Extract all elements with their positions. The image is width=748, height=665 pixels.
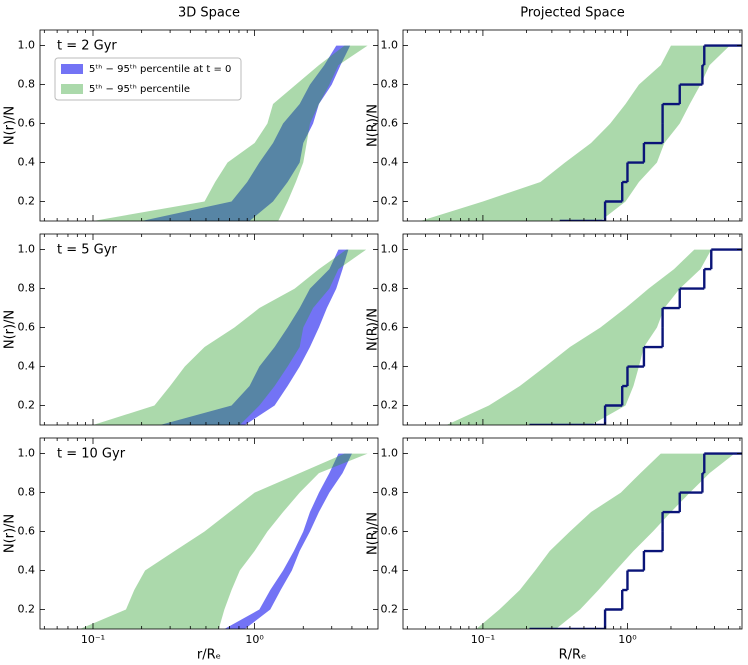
y-tick-label: 0.2 bbox=[381, 399, 399, 412]
annotation: t = 10 Gyr bbox=[57, 447, 126, 462]
plot-area bbox=[92, 45, 368, 221]
x-axis-label: r/Rₑ bbox=[197, 648, 221, 663]
x-tick-label: 10⁻¹ bbox=[471, 633, 495, 646]
y-axis-label: N(R)/N bbox=[366, 104, 381, 147]
y-tick-label: 0.4 bbox=[381, 156, 399, 169]
y-tick-label: 0.4 bbox=[381, 564, 399, 577]
y-tick-label: 0.4 bbox=[18, 156, 36, 169]
axes-frame bbox=[402, 233, 743, 426]
percentile-band bbox=[79, 453, 368, 629]
legend-swatch bbox=[61, 64, 83, 74]
plot-area bbox=[420, 44, 742, 221]
y-axis-label: N(R)/N bbox=[366, 512, 381, 555]
percentile-band bbox=[92, 45, 368, 221]
y-tick-label: 1.0 bbox=[18, 447, 36, 460]
y-tick-label: 0.4 bbox=[18, 564, 36, 577]
legend-swatch bbox=[61, 84, 83, 94]
y-tick-label: 1.0 bbox=[381, 447, 399, 460]
legend-box bbox=[54, 57, 242, 101]
y-tick-label: 1.0 bbox=[18, 243, 36, 256]
y-tick-label: 0.6 bbox=[18, 321, 36, 334]
percentile-band bbox=[92, 249, 367, 425]
x-tick-label: 10⁻¹ bbox=[81, 633, 105, 646]
percentile-band bbox=[141, 45, 351, 221]
y-tick-label: 1.0 bbox=[381, 243, 399, 256]
percentile-band bbox=[446, 249, 712, 425]
legend-label: 5ᵗʰ − 95ᵗʰ percentile at t = 0 bbox=[89, 64, 231, 75]
y-tick-label: 0.8 bbox=[381, 282, 399, 295]
x-tick-label: 10⁰ bbox=[245, 633, 264, 646]
y-tick-label: 0.6 bbox=[381, 321, 399, 334]
column-title: 3D Space bbox=[178, 6, 240, 21]
plot-area bbox=[476, 452, 742, 629]
x-tick-label: 10⁰ bbox=[618, 633, 637, 646]
x-axis-label: R/Rₑ bbox=[559, 648, 587, 663]
y-tick-label: 0.6 bbox=[18, 117, 36, 130]
axes-frame bbox=[39, 29, 379, 222]
y-tick-label: 1.0 bbox=[18, 39, 36, 52]
y-tick-label: 0.6 bbox=[18, 525, 36, 538]
axes-frame bbox=[39, 437, 379, 630]
y-tick-label: 1.0 bbox=[381, 39, 399, 52]
y-tick-label: 0.8 bbox=[18, 282, 36, 295]
y-tick-label: 0.8 bbox=[18, 486, 36, 499]
y-tick-label: 0.8 bbox=[381, 486, 399, 499]
plot-area bbox=[79, 453, 368, 629]
column-title: Projected Space bbox=[520, 6, 624, 21]
y-tick-label: 0.4 bbox=[381, 360, 399, 373]
percentile-band bbox=[476, 453, 735, 629]
plot-area bbox=[446, 248, 742, 425]
y-axis-label: N(r)/N bbox=[3, 106, 18, 145]
y-tick-label: 0.8 bbox=[381, 78, 399, 91]
y-tick-label: 0.2 bbox=[381, 195, 399, 208]
y-tick-label: 0.2 bbox=[18, 603, 36, 616]
y-tick-label: 0.2 bbox=[18, 195, 36, 208]
y-tick-label: 0.4 bbox=[18, 360, 36, 373]
percentile-band bbox=[420, 45, 730, 221]
plot-area bbox=[92, 249, 367, 425]
y-tick-label: 0.6 bbox=[381, 525, 399, 538]
y-tick-label: 0.8 bbox=[18, 78, 36, 91]
percentile-band bbox=[224, 453, 352, 629]
y-axis-label: N(r)/N bbox=[3, 310, 18, 349]
annotation: t = 2 Gyr bbox=[57, 39, 117, 54]
annotation: t = 5 Gyr bbox=[57, 243, 117, 258]
axes-frame bbox=[402, 29, 743, 222]
y-tick-label: 0.6 bbox=[381, 117, 399, 130]
y-axis-label: N(R)/N bbox=[366, 308, 381, 351]
axes-frame bbox=[402, 437, 743, 630]
y-tick-label: 0.2 bbox=[381, 603, 399, 616]
percentile-band bbox=[160, 249, 349, 425]
y-tick-label: 0.2 bbox=[18, 399, 36, 412]
y-axis-label: N(r)/N bbox=[3, 514, 18, 553]
axes-frame bbox=[39, 233, 379, 426]
legend-label: 5ᵗʰ − 95ᵗʰ percentile bbox=[89, 84, 190, 95]
